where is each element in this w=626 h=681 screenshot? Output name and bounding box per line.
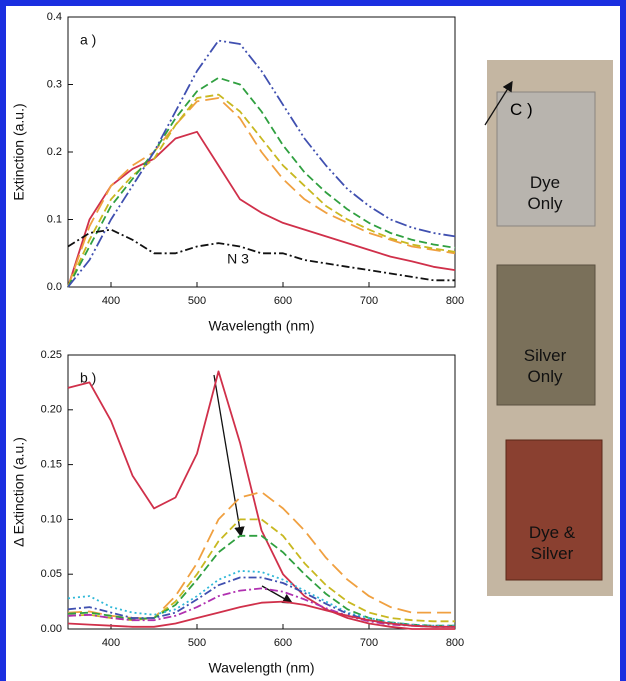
x-tick-label: 700 [360,295,378,307]
arrow [484,80,513,126]
y-axis-label: Δ Extinction (a.u.) [11,437,27,547]
y-tick-label: 0.20 [41,404,62,416]
panel-label: b ) [80,370,96,386]
y-tick-label: 0.1 [47,213,62,225]
x-tick-label: 500 [188,637,206,649]
x-axis-label: Wavelength (nm) [208,660,314,676]
y-tick-label: 0.10 [41,513,62,525]
series-line [67,97,456,288]
sample-label: Silver Only [523,346,567,386]
x-tick-label: 800 [446,637,464,649]
annotation: N 3 [227,251,249,267]
series-line [67,491,455,619]
y-tick-label: 0.4 [47,11,62,23]
x-tick-label: 500 [188,295,206,307]
sample-label: Dye & Silver [528,523,576,563]
x-tick-label: 400 [102,295,120,307]
series-line [67,600,455,628]
y-tick-label: 0.2 [47,146,62,158]
series-line [67,370,455,630]
series-line [67,39,456,288]
y-axis-label: Extinction (a.u.) [11,103,27,200]
y-tick-label: 0.05 [41,568,62,580]
series-line [67,76,456,288]
y-tick-label: 0.0 [47,281,62,293]
y-tick-label: 0.15 [41,459,62,471]
series-line [67,228,455,282]
x-tick-label: 600 [274,637,292,649]
sample-label: Dye Only [527,173,563,213]
sample-dye-silver [505,439,603,581]
plot-area [67,354,456,630]
series-line [67,130,456,288]
y-tick-label: 0.3 [47,78,62,90]
series-line [67,570,455,627]
x-axis-label: Wavelength (nm) [208,318,314,334]
x-tick-label: 700 [360,637,378,649]
x-tick-label: 400 [102,637,120,649]
photo-label: C ) [510,100,533,119]
y-tick-label: 0.25 [41,349,62,361]
x-tick-label: 800 [446,295,464,307]
series-line [67,534,455,627]
x-tick-label: 600 [274,295,292,307]
arrow [213,374,245,538]
y-tick-label: 0.00 [41,623,62,635]
sample-dye [496,91,596,227]
panel-label: a ) [80,32,96,48]
series-line [67,587,455,628]
sample-silver [496,264,596,406]
series-line [67,93,456,288]
series-line [67,518,455,623]
